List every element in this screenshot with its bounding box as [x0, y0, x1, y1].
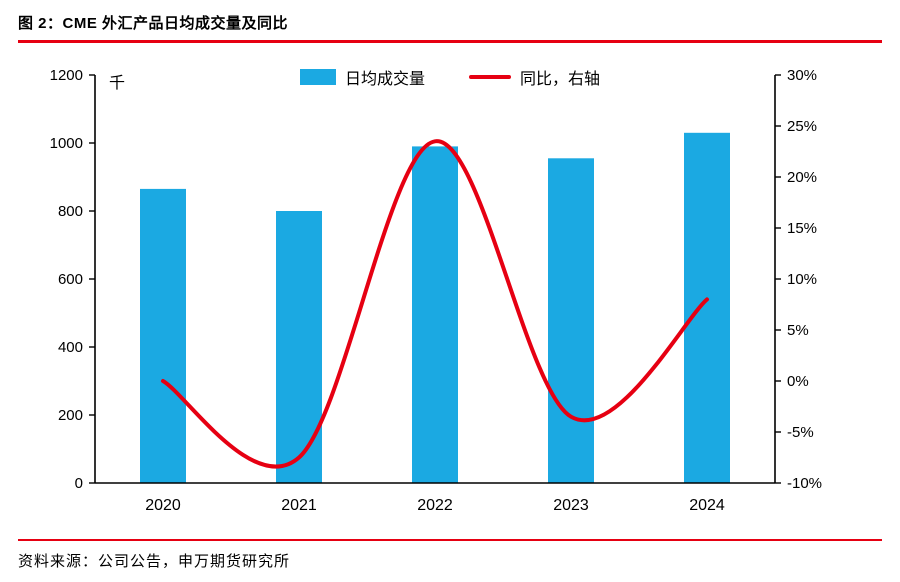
bar-2020: [140, 188, 186, 483]
right-axis-tick-label: 15%: [787, 220, 817, 237]
chart-area: 0 200 400 600 800 1000 1200 -10% -5% 0% 5% 10% 15% 20…: [20, 55, 880, 533]
title-divider-rule: [18, 40, 882, 43]
left-axis-tick-label: 800: [58, 203, 83, 220]
bar-2021: [276, 211, 322, 483]
left-axis-tick-label: 1200: [50, 67, 83, 84]
x-axis-label-2021: 2021: [281, 497, 317, 514]
bar-2024: [684, 132, 730, 484]
right-axis-tick-label: 5%: [787, 322, 809, 339]
right-axis-tick-label: 20%: [787, 169, 817, 186]
left-axis-unit-label: 千: [109, 74, 125, 92]
right-axis-tick-label: -10%: [787, 475, 822, 492]
x-axis-label-2020: 2020: [145, 497, 181, 514]
left-axis-tick-label: 600: [58, 271, 83, 288]
right-axis-tick-label: -5%: [787, 424, 814, 441]
left-axis-tick-label: 1000: [50, 135, 83, 152]
footer-divider-rule: [18, 539, 882, 541]
chart-canvas: 0 200 400 600 800 1000 1200 -10% -5% 0% 5% 10% 15% 20…: [50, 67, 822, 514]
right-axis-tick-label: 30%: [787, 67, 817, 84]
x-axis-label-2024: 2024: [689, 497, 725, 514]
bar-2022: [412, 146, 458, 483]
left-axis-tick-label: 400: [58, 339, 83, 356]
left-axis-tick-label: 0: [75, 475, 83, 492]
x-axis-label-2023: 2023: [553, 497, 589, 514]
right-axis-tick-label: 25%: [787, 118, 817, 135]
data-source-note: 资料来源：公司公告，申万期货研究所: [18, 553, 291, 570]
right-axis-tick-label: 0%: [787, 373, 809, 390]
left-axis-tick-label: 200: [58, 407, 83, 424]
right-axis-tick-label: 10%: [787, 271, 817, 288]
figure-title: 图 2：CME 外汇产品日均成交量及同比: [18, 15, 289, 32]
bar-2023: [548, 158, 594, 484]
x-axis-label-2022: 2022: [417, 497, 453, 514]
yoy-line: [161, 139, 709, 469]
